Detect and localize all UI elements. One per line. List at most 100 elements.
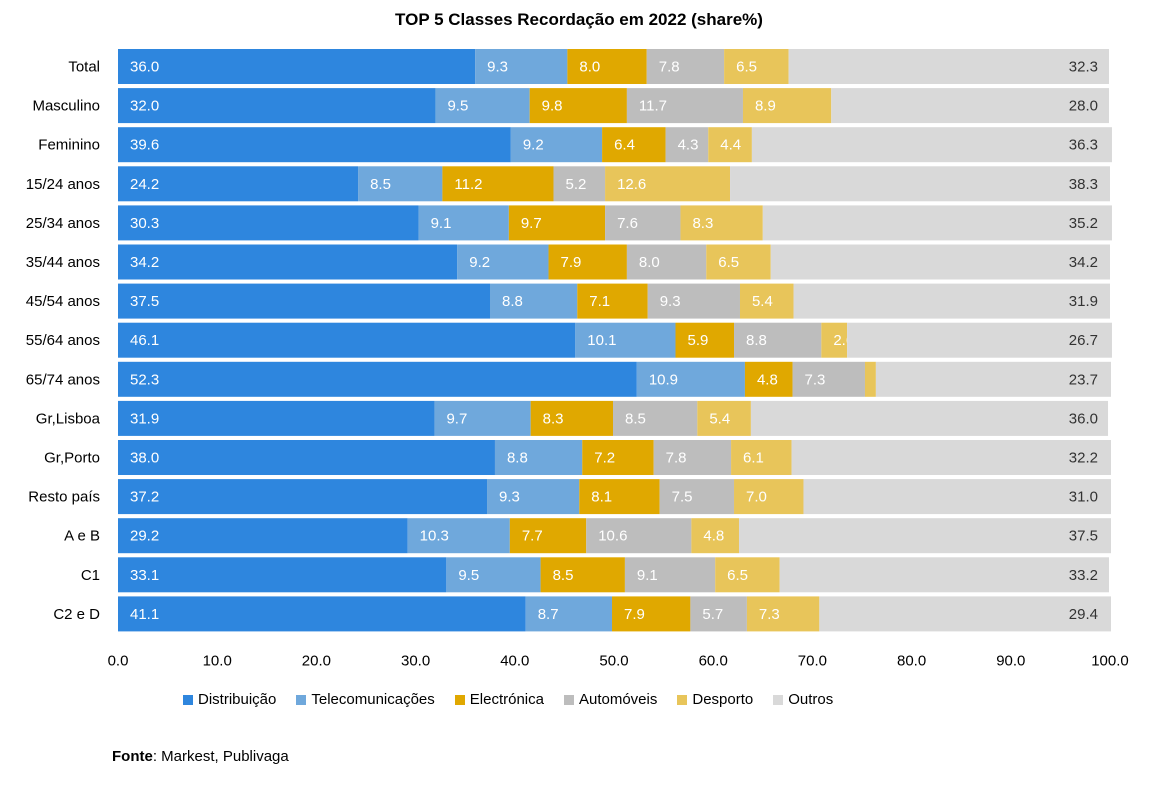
bar-segment-outros-55-64-anos — [847, 322, 1112, 358]
bar-segment-telecomunicacoes-gr-lisboa — [434, 400, 531, 436]
bar-segment-outros-25-34-anos — [762, 205, 1112, 241]
bar-segment-telecomunicacoes-c1 — [446, 557, 541, 593]
bar-segment-outros-masculino — [831, 88, 1110, 124]
value-label-electronica-c2-e-d: 7.9 — [624, 606, 645, 623]
category-label-gr-lisboa: Gr,Lisboa — [36, 410, 101, 427]
value-label-desporto-gr-lisboa: 5.4 — [709, 410, 730, 427]
value-label-outros-feminino: 36.3 — [1069, 137, 1098, 154]
bar-segment-desporto-masculino — [742, 88, 832, 124]
value-label-distribuicao-feminino: 39.6 — [130, 137, 159, 154]
bar-segment-automoveis-masculino — [626, 88, 743, 124]
category-label-55-64-anos: 55/64 anos — [26, 332, 100, 349]
bar-segment-telecomunicacoes-55-64-anos — [575, 322, 676, 358]
source-note: Fonte: Markest, Publivaga — [112, 748, 289, 765]
value-label-distribuicao-55-64-anos: 46.1 — [130, 332, 159, 349]
bar-segment-distribuicao-65-74-anos — [118, 361, 637, 397]
category-label-45-54-anos: 45/54 anos — [26, 293, 100, 310]
bar-segment-desporto-35-44-anos — [706, 244, 771, 280]
value-label-outros-gr-porto: 32.2 — [1069, 450, 1098, 467]
value-label-electronica-65-74-anos: 4.8 — [757, 371, 778, 388]
category-label-35-44-anos: 35/44 anos — [26, 254, 100, 271]
bar-segment-outros-a-e-b — [738, 518, 1111, 554]
bar-segment-telecomunicacoes-masculino — [435, 88, 530, 124]
x-axis-ticks: 0.0 10.0 20.0 30.0 40.0 50.0 60.0 70.0 80.0 90.0 1… — [108, 653, 1129, 670]
category-label-c1: C1 — [81, 567, 100, 584]
value-label-distribuicao-masculino: 32.0 — [130, 98, 159, 115]
value-label-outros-c1: 33.2 — [1069, 567, 1098, 584]
bar-segment-distribuicao-c2-e-d — [118, 596, 526, 632]
value-label-outros-15-24-anos: 38.3 — [1069, 176, 1098, 193]
value-label-distribuicao-65-74-anos: 52.3 — [130, 371, 159, 388]
bar-segment-electronica-15-24-anos — [442, 166, 554, 202]
value-label-electronica-resto-pais: 8.1 — [591, 489, 612, 506]
value-label-distribuicao-c1: 33.1 — [130, 567, 159, 584]
bar-segment-electronica-65-74-anos — [744, 361, 793, 397]
x-tick-label: 40.0 — [500, 653, 529, 670]
x-tick-label: 70.0 — [798, 653, 827, 670]
bar-segment-telecomunicacoes-65-74-anos — [636, 361, 745, 397]
value-label-telecomunicacoes-a-e-b: 10.3 — [420, 528, 449, 545]
value-label-automoveis-55-64-anos: 8.8 — [746, 332, 767, 349]
legend-swatch — [183, 694, 193, 705]
value-label-desporto-c2-e-d: 7.3 — [759, 606, 780, 623]
bar-segment-desporto-25-34-anos — [680, 205, 763, 241]
bar-segment-outros-resto-pais — [803, 479, 1111, 515]
bar-segment-outros-gr-porto — [791, 440, 1111, 475]
bar-segment-automoveis-c1 — [624, 557, 716, 593]
value-label-electronica-25-34-anos: 9.7 — [521, 215, 542, 232]
bar-segment-telecomunicacoes-c2-e-d — [525, 596, 613, 632]
x-tick-label: 100.0 — [1091, 653, 1129, 670]
bar-segment-automoveis-gr-lisboa — [613, 400, 698, 436]
x-tick-label: 10.0 — [203, 653, 232, 670]
source-text: : Markest, Publivaga — [152, 748, 289, 765]
bar-segment-telecomunicacoes-feminino — [510, 127, 603, 163]
bar-segment-outros-35-44-anos — [770, 244, 1110, 280]
value-label-outros-a-e-b: 37.5 — [1069, 528, 1098, 545]
value-label-outros-65-74-anos: 23.7 — [1069, 371, 1098, 388]
bar-segment-automoveis-45-54-anos — [647, 283, 740, 319]
bar-segment-distribuicao-gr-lisboa — [118, 400, 435, 436]
bar-segment-outros-feminino — [751, 127, 1112, 163]
value-label-distribuicao-45-54-anos: 37.5 — [130, 293, 159, 310]
value-label-distribuicao-resto-pais: 37.2 — [130, 489, 159, 506]
value-label-automoveis-45-54-anos: 9.3 — [660, 293, 681, 310]
bar-segment-desporto-c2-e-d — [746, 596, 820, 632]
bar-segment-distribuicao-c1 — [118, 557, 447, 593]
bar-segment-electronica-55-64-anos — [675, 322, 735, 358]
bar-segment-desporto-total — [724, 49, 789, 84]
bar-segment-desporto-c1 — [715, 557, 780, 593]
legend: Distribuição Telecomunicações Electrónica A… — [183, 691, 853, 708]
value-label-automoveis-gr-lisboa: 8.5 — [625, 410, 646, 427]
value-label-outros-c2-e-d: 29.4 — [1069, 606, 1098, 623]
bar-segment-telecomunicacoes-45-54-anos — [490, 283, 578, 319]
legend-swatch — [773, 694, 784, 705]
bar-segment-automoveis-55-64-anos — [734, 322, 822, 358]
bar-segment-outros-15-24-anos — [730, 166, 1110, 202]
bar-segment-distribuicao-35-44-anos — [118, 244, 458, 280]
value-label-outros-masculino: 28.0 — [1069, 98, 1098, 115]
value-label-desporto-resto-pais: 7.0 — [746, 489, 767, 506]
value-label-electronica-gr-lisboa: 8.3 — [543, 410, 564, 427]
bar-segment-distribuicao-45-54-anos — [118, 283, 490, 319]
x-tick-label: 90.0 — [996, 653, 1025, 670]
bar-segment-desporto-feminino — [708, 127, 752, 163]
value-label-telecomunicacoes-feminino: 9.2 — [523, 137, 544, 154]
value-label-telecomunicacoes-masculino: 9.5 — [447, 98, 468, 115]
bar-segment-telecomunicacoes-a-e-b — [407, 518, 510, 554]
value-label-automoveis-total: 7.8 — [659, 59, 680, 76]
legend-item-telecomunicacoes: Telecomunicações — [296, 691, 435, 708]
value-label-electronica-a-e-b: 7.7 — [522, 528, 543, 545]
value-label-automoveis-65-74-anos: 7.3 — [805, 371, 826, 388]
value-label-distribuicao-15-24-anos: 24.2 — [130, 176, 159, 193]
bar-segment-electronica-resto-pais — [579, 479, 660, 515]
bar-segment-distribuicao-55-64-anos — [118, 322, 576, 358]
x-tick-label: 50.0 — [599, 653, 628, 670]
value-label-desporto-15-24-anos: 12.6 — [617, 176, 646, 193]
legend-item-distribuicao: Distribuição — [183, 691, 276, 708]
legend-swatch — [677, 694, 688, 705]
bar-segment-distribuicao-a-e-b — [118, 518, 408, 554]
bar-segment-outros-total — [788, 49, 1110, 84]
legend-label: Outros — [788, 691, 834, 708]
bar-segment-desporto-55-64-anos — [821, 322, 848, 358]
x-tick-label: 20.0 — [302, 653, 331, 670]
